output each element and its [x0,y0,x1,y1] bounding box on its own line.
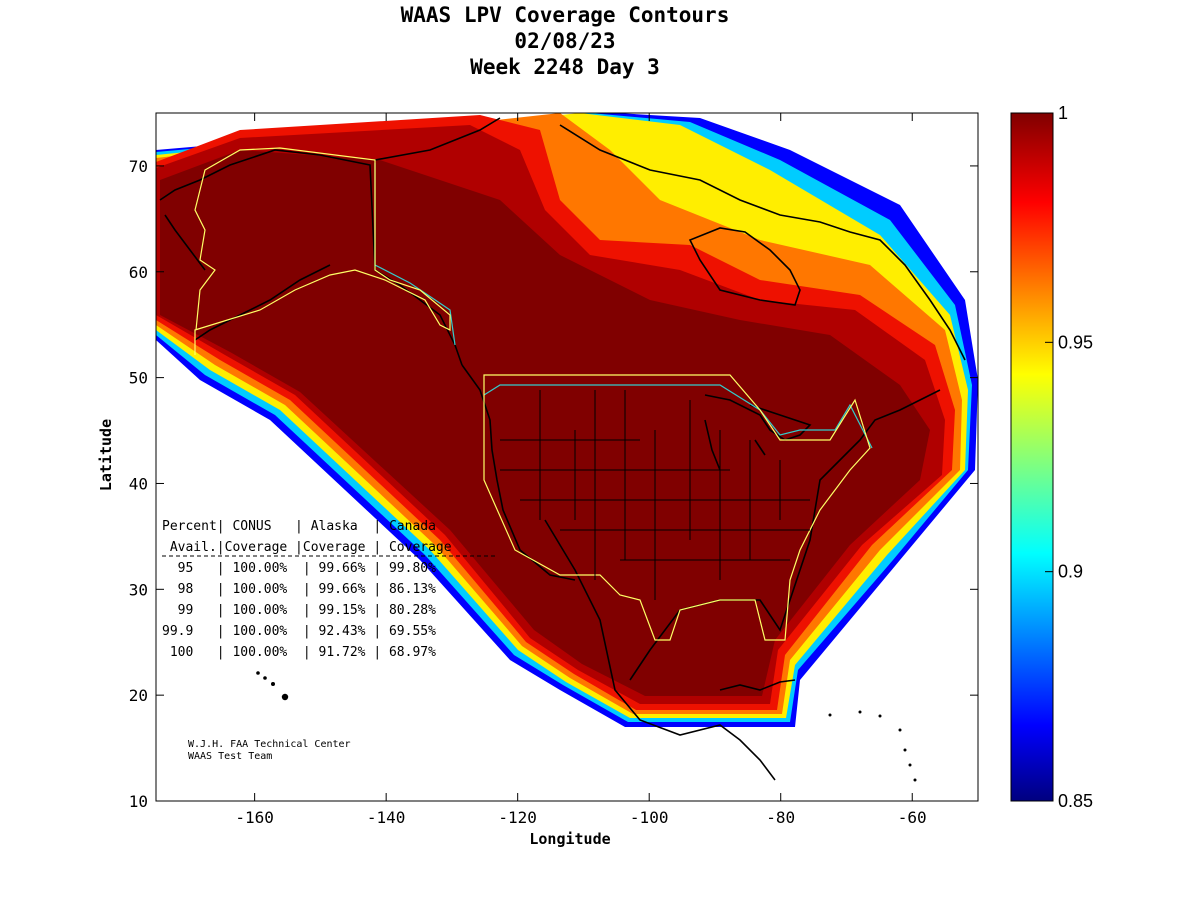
table-row: 100 | 100.00% | 91.72% | 68.97% [162,645,436,660]
alaska-peninsula [164,214,331,341]
conus-service-volume [483,374,871,641]
x-axis-label: Longitude [529,830,610,848]
y-tick-label: 50 [129,369,148,388]
table-row: 99 | 100.00% | 99.15% | 80.28% [162,603,436,618]
us-canada-border [483,384,873,449]
table-row: 98 | 100.00% | 99.66% | 86.13% [162,582,436,597]
yucatan [719,679,796,691]
arctic-coast [374,117,966,361]
chart-title: WAAS LPV Coverage Contours [400,3,730,27]
y-tick-label: 10 [129,792,148,811]
colorbar-tick-label: 0.85 [1058,791,1093,811]
table-header-1: Percent| CONUS | Alaska | Canada [162,519,436,534]
y-axis-label: Latitude [97,419,115,491]
x-tick-label: -80 [766,808,795,827]
axis-ticks: -160 -140 -120 -100 -80 -60 10 20 30 40 50 60 70 [129,113,978,827]
pacific-coast [461,364,576,581]
credit-line-1: W.J.H. FAA Technical Center [188,739,351,750]
state-borders [500,390,810,600]
alaska-service-volume [194,147,451,355]
state-lines [500,390,810,600]
colorbar-tick-label: 1 [1058,103,1068,123]
hudson-bay [688,227,801,306]
chart-week-day: Week 2248 Day 3 [470,55,660,79]
y-tick-label: 20 [129,686,148,705]
x-tick-label: -140 [367,808,406,827]
y-tick-label: 40 [129,474,148,493]
x-tick-label: -100 [630,808,669,827]
caribbean-islands [828,710,917,782]
mexico-coast [544,519,776,781]
table-header-2: Avail.|Coverage |Coverage | Coverage [162,540,452,555]
table-row: 99.9 | 100.00% | 92.43% | 69.55% [162,624,436,639]
table-row: 95 | 100.00% | 99.66% | 99.80% [162,561,436,576]
coverage-contours [156,113,978,727]
hawaii-islands [256,671,289,701]
x-tick-label: -120 [498,808,537,827]
plot-frame [155,112,979,802]
coverage-table: Percent| CONUS | Alaska | Canada Avail.|… [162,519,495,660]
colorbar-ticks: 1 0.95 0.9 0.85 [1045,103,1093,811]
colorbar-tick-label: 0.95 [1058,332,1093,352]
alaska-coast [159,149,463,366]
x-tick-label: -160 [235,808,274,827]
y-tick-label: 70 [129,157,148,176]
credit-line-2: WAAS Test Team [188,751,272,762]
colorbar [1010,112,1054,802]
x-tick-label: -60 [898,808,927,827]
y-tick-label: 30 [129,580,148,599]
service-volumes [194,147,871,641]
chart-date: 02/08/23 [514,29,616,53]
coastlines [159,117,966,781]
y-tick-label: 60 [129,263,148,282]
colorbar-tick-label: 0.9 [1058,562,1083,582]
